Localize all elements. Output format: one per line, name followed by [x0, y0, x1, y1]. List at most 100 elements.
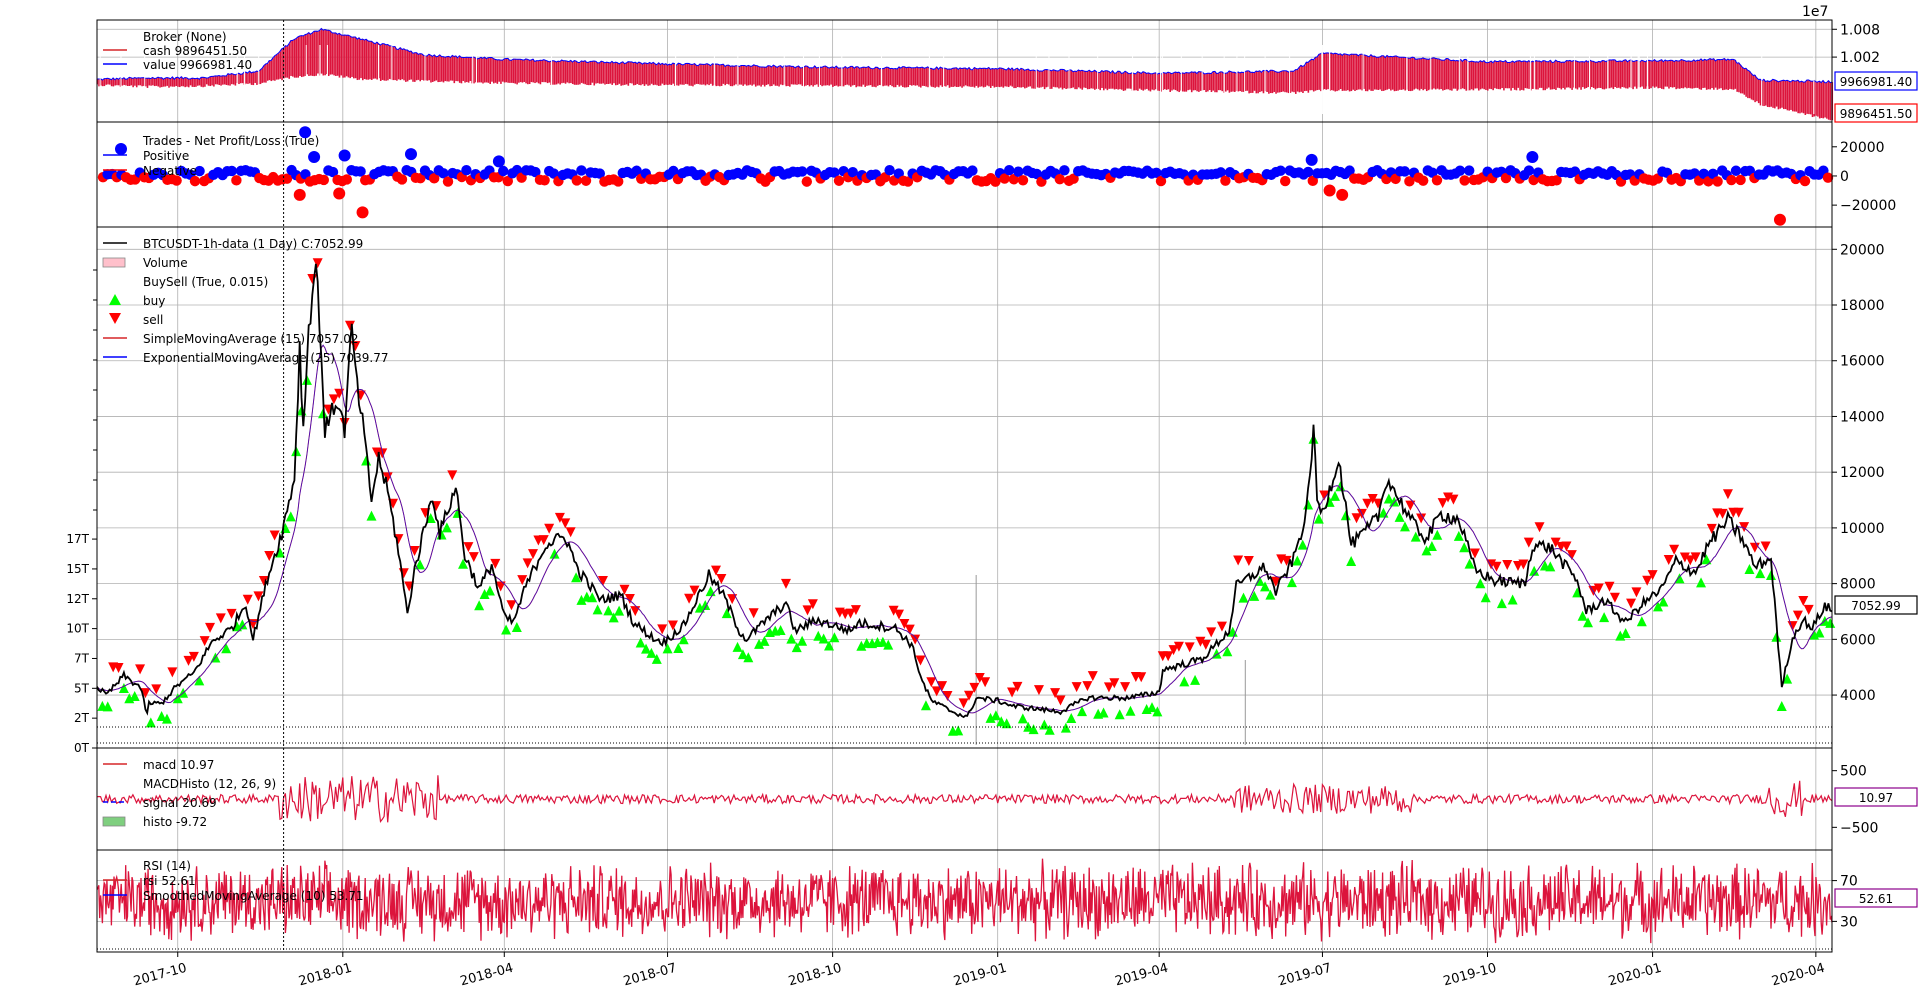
broker-bar — [1323, 53, 1326, 90]
broker-bar — [984, 68, 987, 87]
macd-legend: macd 10.97 MACDHisto (12, 26, 9) signal 20… — [102, 758, 276, 829]
broker-bar — [1312, 59, 1315, 92]
buy-marker — [587, 592, 598, 603]
x-tick-label: 2018-01 — [297, 961, 353, 990]
buy-marker — [1464, 558, 1475, 569]
broker-bar — [715, 63, 718, 87]
broker-bar — [1192, 72, 1195, 91]
broker-bar — [602, 61, 605, 84]
buy-marker — [1114, 709, 1125, 720]
trade-negative-dot — [1799, 175, 1811, 187]
buy-marker — [1577, 610, 1588, 621]
broker-bar — [1155, 72, 1157, 90]
broker-bar — [862, 67, 865, 85]
broker-bar — [1443, 60, 1446, 90]
broker-bar — [1345, 54, 1347, 91]
broker-bar — [1275, 71, 1277, 94]
broker-bar — [1711, 59, 1713, 89]
broker-bar — [1237, 72, 1240, 92]
broker-bar — [979, 68, 981, 87]
broker-bar — [1424, 58, 1426, 90]
broker-bar — [1727, 59, 1729, 90]
broker-bar — [290, 40, 292, 76]
buy-marker — [285, 511, 296, 522]
trade-negative-dot — [318, 174, 329, 186]
broker-bar — [826, 67, 829, 86]
sell-marker — [135, 664, 146, 675]
broker-bar — [1474, 62, 1477, 89]
broker-bar — [1153, 73, 1155, 91]
broker-bar — [636, 63, 639, 84]
broker-bar — [1230, 71, 1232, 92]
broker-bar — [397, 49, 400, 80]
sell-marker — [328, 394, 339, 405]
buy-marker — [818, 633, 829, 644]
legend-label: ExponentialMovingAverage (25) 7039.77 — [143, 351, 388, 365]
broker-bar — [1587, 62, 1590, 88]
buy-marker — [571, 572, 582, 583]
broker-bar — [1347, 54, 1349, 91]
broker-bar — [1560, 62, 1563, 90]
broker-bar — [885, 67, 888, 86]
exponent-label: 1e7 — [1802, 4, 1828, 20]
broker-bar — [1097, 72, 1100, 89]
broker-bar — [647, 63, 649, 86]
broker-bar — [1461, 61, 1464, 89]
trade-negative-dot — [1703, 176, 1714, 187]
broker-bar — [1257, 71, 1259, 94]
broker-bar — [412, 53, 414, 82]
price-panel: 0T 2T 5T 7T 10T 12T 15T 17T — [66, 248, 1836, 755]
broker-bar — [1255, 70, 1258, 94]
broker-bar — [227, 73, 230, 86]
broker-bar — [1185, 72, 1188, 92]
trade-positive-dot — [1454, 165, 1466, 176]
trade-positive-dot — [576, 165, 587, 176]
legend-label: histo -9.72 — [143, 815, 207, 829]
broker-bar — [1440, 59, 1442, 90]
broker-bar — [103, 78, 106, 87]
broker-bar — [126, 78, 129, 87]
buy-marker — [877, 636, 888, 647]
broker-bar — [679, 63, 682, 85]
broker-bar — [980, 68, 983, 87]
broker-bar — [514, 59, 517, 84]
broker-bar — [1248, 70, 1250, 94]
trade-negative-dot — [571, 175, 582, 186]
trade-negative-dot — [1390, 173, 1401, 185]
broker-bar — [1488, 62, 1491, 89]
broker-bar — [1571, 61, 1573, 90]
broker-bar — [1476, 61, 1478, 89]
broker-bar — [1460, 59, 1462, 90]
broker-bar — [1750, 73, 1753, 100]
trade-negative-dot — [1822, 172, 1834, 183]
broker-bar — [817, 67, 820, 87]
broker-bar — [586, 62, 588, 85]
trade-positive-dot — [1215, 167, 1227, 178]
broker-bar — [1199, 71, 1202, 91]
broker-bar — [1303, 65, 1306, 92]
broker-bar — [1718, 59, 1721, 89]
broker-bar — [177, 77, 179, 87]
broker-bar — [191, 78, 194, 87]
broker-bar — [231, 73, 233, 85]
buy-marker — [646, 647, 657, 658]
broker-bar — [503, 58, 506, 83]
buy-marker — [1696, 577, 1707, 588]
sell-marker — [205, 622, 216, 633]
sell-marker — [495, 581, 506, 592]
broker-bar — [977, 68, 980, 88]
broker-bar — [356, 39, 359, 81]
trade-negative-dot — [539, 175, 550, 186]
broker-bar — [216, 75, 219, 85]
broker-bar — [1291, 71, 1293, 92]
broker-bar — [248, 71, 251, 84]
buy-marker — [1039, 719, 1050, 730]
sell-marker — [1798, 595, 1809, 606]
broker-bar — [866, 67, 868, 86]
broker-bar — [835, 66, 838, 86]
broker-bar — [1314, 57, 1317, 91]
broker-bar — [1228, 71, 1231, 93]
broker-bar — [1451, 60, 1453, 91]
broker-bar — [304, 34, 307, 76]
broker-bar — [336, 34, 339, 76]
